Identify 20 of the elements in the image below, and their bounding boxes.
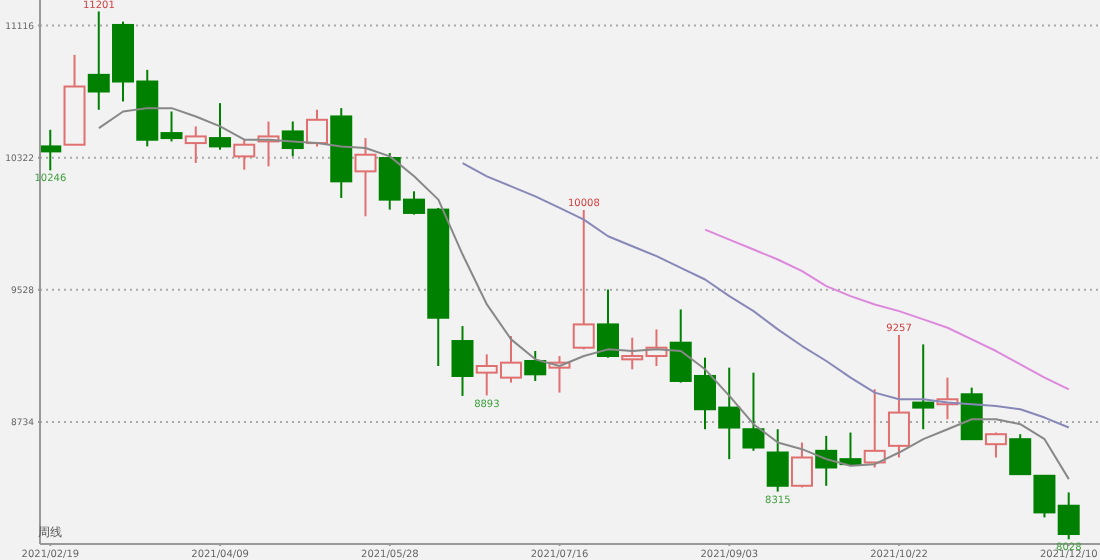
candlestick xyxy=(596,288,619,359)
candlestick xyxy=(766,428,789,493)
line-series xyxy=(97,107,1070,481)
candlestick xyxy=(306,108,328,148)
candlestick xyxy=(40,128,62,172)
candlestick xyxy=(984,431,1007,459)
candlestick xyxy=(1009,433,1032,476)
candlestick xyxy=(233,138,256,171)
line-series xyxy=(704,228,1070,391)
candlestick xyxy=(524,350,547,382)
candlestick xyxy=(863,388,886,469)
candlestick xyxy=(912,343,935,431)
candlestick xyxy=(281,120,304,158)
candlestick xyxy=(572,208,595,351)
candlestick xyxy=(184,125,207,165)
candlestick xyxy=(887,333,910,459)
candlestick xyxy=(209,102,232,151)
candlestick xyxy=(354,137,377,218)
candlestick xyxy=(451,325,474,397)
candlestick xyxy=(790,441,813,489)
